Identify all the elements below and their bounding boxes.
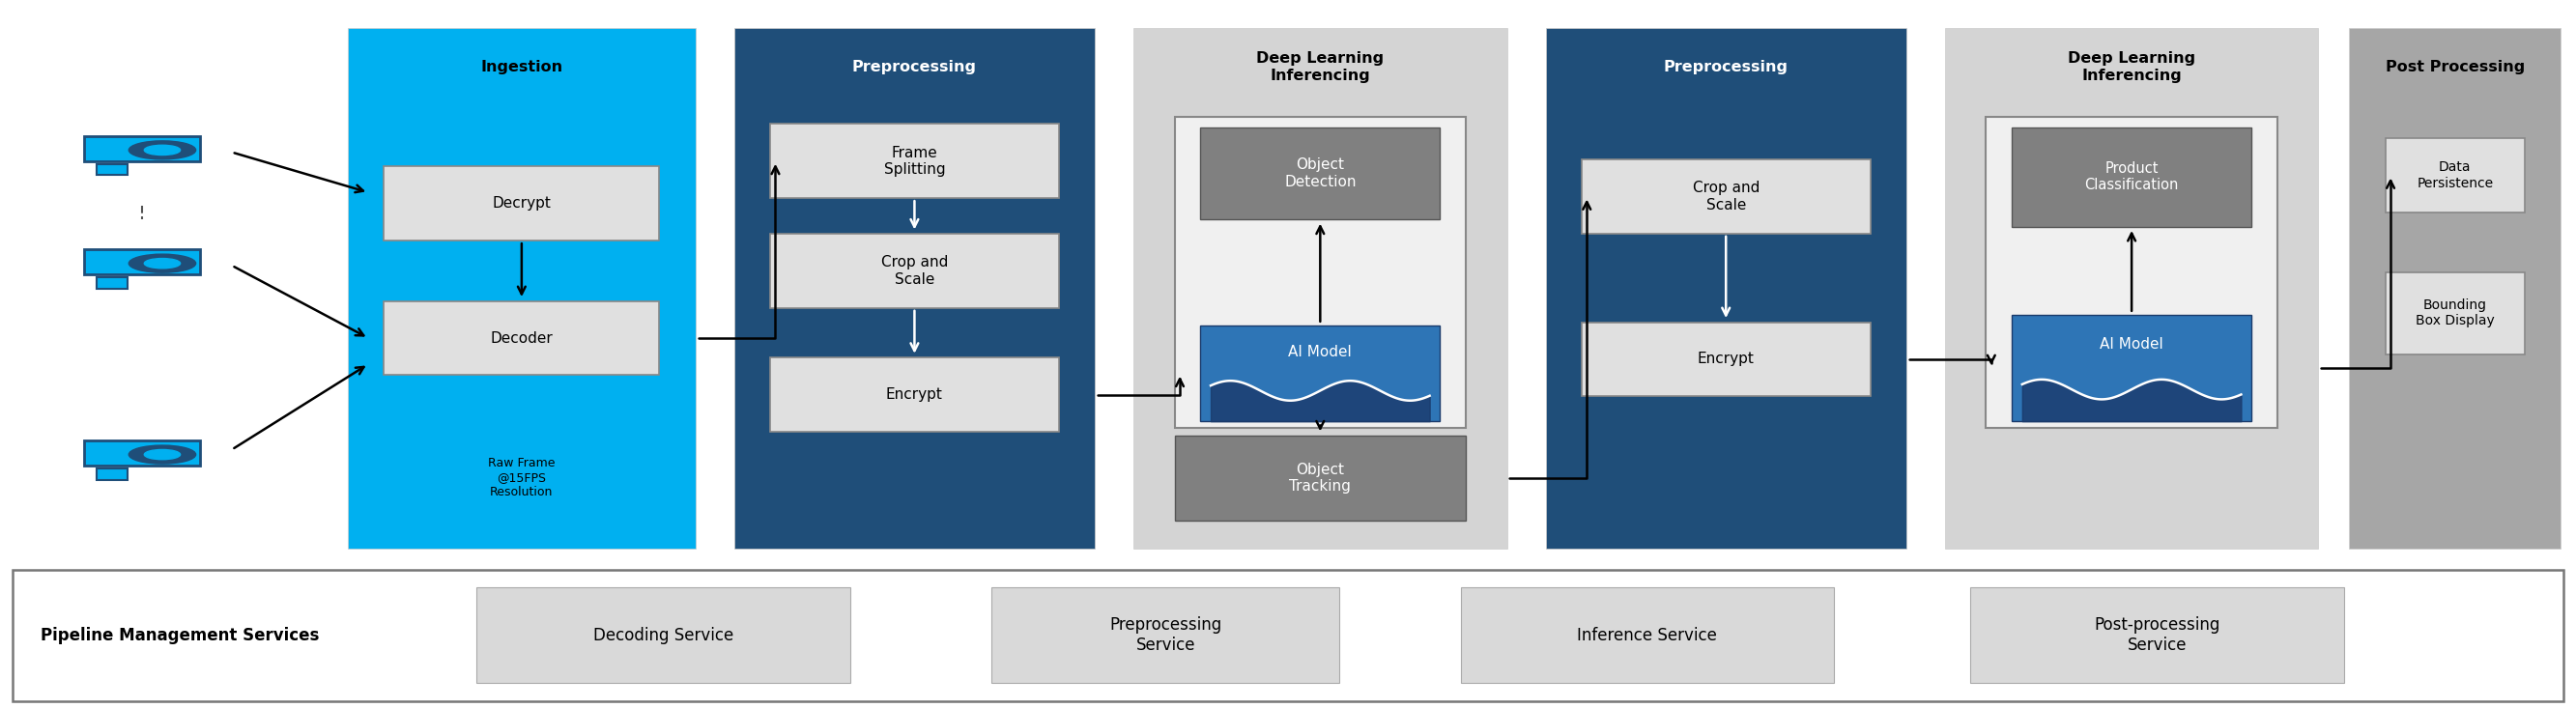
Text: Deep Learning
Inferencing: Deep Learning Inferencing (2069, 52, 2195, 83)
Bar (992, 588, 1340, 683)
Text: Ingestion: Ingestion (482, 60, 562, 74)
Text: Crop and
Scale: Crop and Scale (881, 255, 948, 287)
Bar (1175, 435, 1466, 520)
Circle shape (144, 450, 180, 459)
Bar (1945, 28, 2318, 549)
Text: AI Model: AI Model (2099, 338, 2164, 352)
Circle shape (144, 145, 180, 155)
Text: Inference Service: Inference Service (1577, 627, 1718, 644)
Circle shape (129, 445, 196, 464)
Bar (477, 588, 850, 683)
Text: Pipeline Management Services: Pipeline Management Services (41, 627, 319, 644)
Text: Post-processing
Service: Post-processing Service (2094, 617, 2221, 654)
Bar (384, 166, 659, 241)
Text: Deep Learning
Inferencing: Deep Learning Inferencing (1257, 52, 1383, 83)
Text: Object
Tracking: Object Tracking (1291, 462, 1350, 493)
Bar (82, 249, 201, 274)
Bar (348, 28, 696, 549)
Bar (1461, 588, 1834, 683)
Bar (2385, 273, 2524, 354)
Text: Encrypt: Encrypt (886, 387, 943, 402)
Circle shape (144, 258, 180, 268)
Bar (734, 28, 1095, 549)
Bar (1200, 127, 1440, 219)
Bar (98, 277, 129, 289)
Bar (1175, 117, 1466, 428)
Circle shape (129, 254, 196, 273)
Text: Crop and
Scale: Crop and Scale (1692, 181, 1759, 212)
Text: Decrypt: Decrypt (492, 196, 551, 211)
Bar (1971, 588, 2344, 683)
Text: Raw Frame
@15FPS
Resolution: Raw Frame @15FPS Resolution (487, 457, 556, 498)
Bar (1582, 159, 1870, 234)
Text: Preprocessing: Preprocessing (853, 60, 976, 74)
Bar (13, 570, 2563, 701)
Bar (1200, 326, 1440, 421)
Bar (2349, 28, 2561, 549)
Text: Object
Detection: Object Detection (1285, 158, 1355, 189)
Text: Frame
Splitting: Frame Splitting (884, 145, 945, 177)
Bar (98, 164, 129, 175)
Text: AI Model: AI Model (1288, 346, 1352, 360)
Text: Preprocessing: Preprocessing (1664, 60, 1788, 74)
Bar (384, 301, 659, 375)
Text: Post Processing: Post Processing (2385, 60, 2524, 74)
Bar (2385, 138, 2524, 212)
Bar (2012, 315, 2251, 421)
Text: Decoder: Decoder (489, 331, 554, 346)
Bar (1582, 322, 1870, 396)
Bar (2012, 127, 2251, 227)
Circle shape (129, 141, 196, 159)
Bar (1546, 28, 1906, 549)
Bar (98, 469, 129, 480)
Bar (82, 136, 201, 161)
Text: Product
Classification: Product Classification (2084, 161, 2179, 193)
Text: Data
Persistence: Data Persistence (2416, 161, 2494, 190)
Text: Preprocessing
Service: Preprocessing Service (1110, 617, 1221, 654)
Text: Encrypt: Encrypt (1698, 352, 1754, 367)
Text: Bounding
Box Display: Bounding Box Display (2416, 299, 2494, 328)
Bar (1133, 28, 1507, 549)
Bar (1986, 117, 2277, 428)
Bar (770, 124, 1059, 198)
Text: Decoding Service: Decoding Service (592, 627, 734, 644)
Bar (82, 440, 201, 466)
Bar (770, 234, 1059, 308)
Bar (770, 358, 1059, 432)
